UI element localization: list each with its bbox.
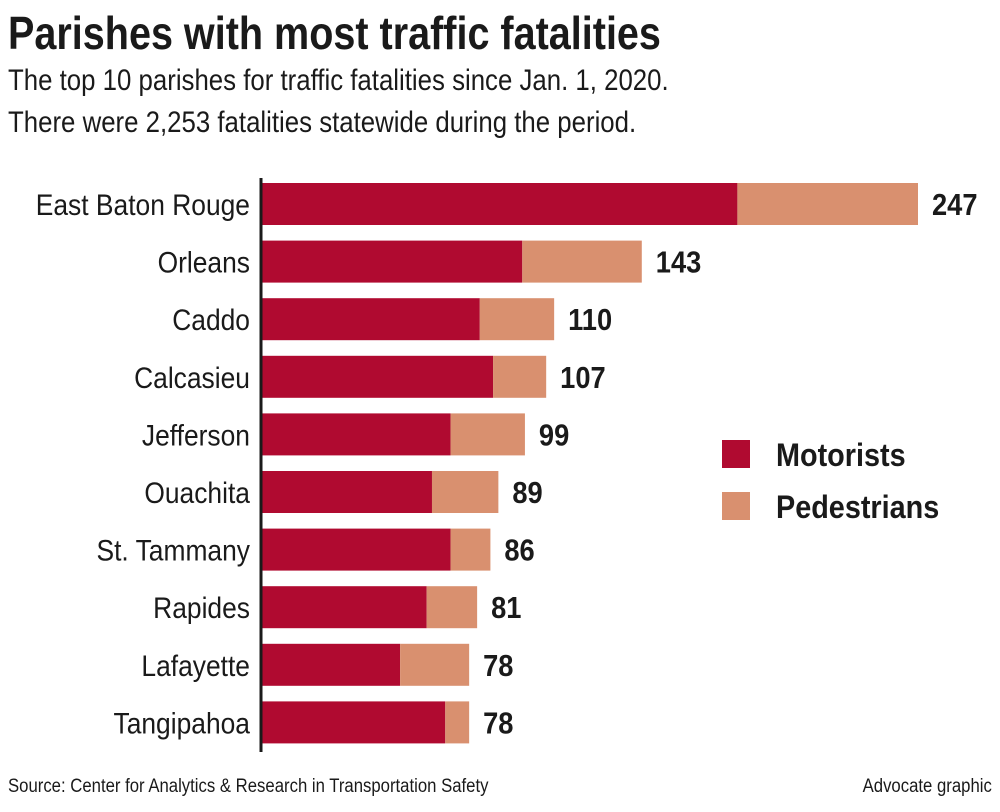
total-value-label: 99 bbox=[539, 419, 569, 453]
legend-label-motorists: Motorists bbox=[776, 438, 906, 474]
category-label: Jefferson bbox=[142, 418, 250, 452]
legend-label-pedestrians: Pedestrians bbox=[776, 490, 939, 526]
bar-motorists bbox=[262, 528, 451, 571]
total-value-label: 110 bbox=[568, 304, 612, 338]
legend-swatch-pedestrians bbox=[722, 492, 750, 520]
category-label: Lafayette bbox=[141, 648, 250, 682]
total-value-label: 78 bbox=[483, 707, 513, 741]
bar-motorists bbox=[262, 701, 446, 744]
bar-motorists bbox=[262, 355, 494, 398]
category-label: Orleans bbox=[158, 245, 250, 279]
chart-title: Parishes with most traffic fatalities bbox=[8, 7, 661, 59]
bar-motorists bbox=[262, 643, 401, 686]
category-label: Ouachita bbox=[144, 475, 250, 509]
source-note: Source: Center for Analytics & Research … bbox=[8, 776, 489, 797]
category-label: Tangipahoa bbox=[114, 706, 251, 740]
chart-subtitle-line-1: The top 10 parishes for traffic fataliti… bbox=[8, 64, 669, 97]
total-value-label: 107 bbox=[560, 361, 606, 395]
bar-pedestrians bbox=[400, 643, 470, 686]
total-value-label: 143 bbox=[656, 246, 702, 280]
bar-motorists bbox=[262, 586, 427, 629]
total-value-label: 247 bbox=[932, 188, 978, 222]
total-value-label: 86 bbox=[504, 534, 534, 568]
bar-pedestrians bbox=[479, 298, 555, 341]
category-label: Calcasieu bbox=[134, 360, 250, 394]
bar-pedestrians bbox=[445, 701, 470, 744]
bar-motorists bbox=[262, 471, 432, 513]
category-label: East Baton Rouge bbox=[36, 187, 250, 221]
legend-swatch-motorists bbox=[722, 440, 750, 468]
total-value-label: 89 bbox=[512, 476, 542, 510]
bar-pedestrians bbox=[426, 586, 478, 629]
bar-pedestrians bbox=[450, 528, 491, 571]
bar-motorists bbox=[262, 183, 738, 225]
category-label: Caddo bbox=[172, 303, 250, 337]
bar-motorists bbox=[262, 240, 523, 283]
category-label: St. Tammany bbox=[96, 533, 250, 567]
category-label: Rapides bbox=[153, 591, 250, 625]
total-value-label: 78 bbox=[483, 649, 513, 683]
bar-pedestrians bbox=[493, 355, 547, 398]
chart-subtitle-line-2: There were 2,253 fatalities statewide du… bbox=[8, 106, 637, 139]
bar-pedestrians bbox=[431, 471, 499, 513]
bar-motorists bbox=[262, 298, 480, 341]
bar-pedestrians bbox=[522, 240, 642, 283]
bar-pedestrians bbox=[737, 183, 918, 225]
bar-pedestrians bbox=[450, 413, 525, 456]
bar-motorists bbox=[262, 413, 451, 456]
total-value-label: 81 bbox=[491, 592, 521, 626]
credit-note: Advocate graphic bbox=[862, 776, 992, 797]
